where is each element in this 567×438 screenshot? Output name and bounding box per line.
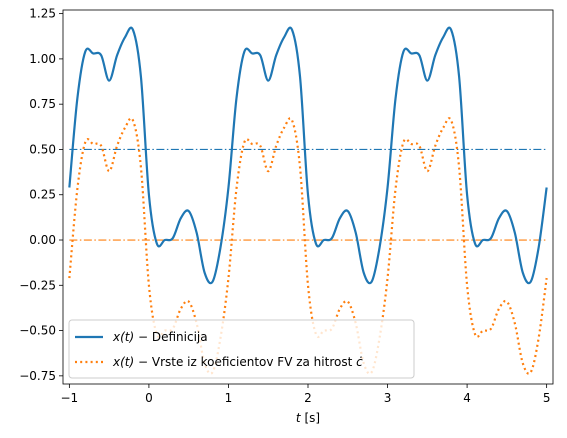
y-axis-ticks: −0.75 −0.50 −0.25 0.00 0.25 0.50 0.75 1.00 1.25 <box>19 7 63 383</box>
x-axis-label-unit: [s] <box>301 411 320 425</box>
y-tick-label: −0.75 <box>19 369 56 383</box>
y-tick-label: 1.00 <box>29 52 56 66</box>
legend: x(t) − Definicija x(t) − Vrste iz koefic… <box>68 319 415 379</box>
x-tick-label: −1 <box>61 391 79 405</box>
x-axis-label-var: t <box>296 411 302 425</box>
legend-label-fourier-text: − Vrste iz koeficientov FV za hitrost <box>134 355 356 369</box>
series-line-1 <box>68 117 548 375</box>
x-axis-ticks: −1 0 1 2 3 4 5 <box>61 384 551 405</box>
legend-label-fourier-var: x(t) <box>112 355 134 369</box>
legend-label-definition: x(t) − Definicija <box>112 330 208 344</box>
x-axis-label: t [s] <box>296 411 320 425</box>
y-tick-label: −0.50 <box>19 324 56 338</box>
series-line-0 <box>68 26 548 285</box>
x-tick-label: 4 <box>463 391 471 405</box>
legend-label-fourier-symbol: ċ <box>356 355 363 369</box>
legend-label-definition-text: − Definicija <box>134 330 207 344</box>
data-lines <box>68 26 548 375</box>
x-tick-label: 0 <box>145 391 153 405</box>
y-tick-label: −0.25 <box>19 278 56 292</box>
x-tick-label: 2 <box>304 391 312 405</box>
legend-label-fourier: x(t) − Vrste iz koeficientov FV za hitro… <box>112 355 363 369</box>
legend-box <box>68 319 415 379</box>
x-tick-label: 3 <box>384 391 392 405</box>
y-tick-label: 0.00 <box>29 233 56 247</box>
y-tick-label: 0.75 <box>29 97 56 111</box>
y-tick-label: 0.50 <box>29 142 56 156</box>
y-tick-label: 1.25 <box>29 7 56 21</box>
x-tick-label: 5 <box>543 391 551 405</box>
y-tick-label: 0.25 <box>29 188 56 202</box>
legend-label-definition-var: x(t) <box>112 330 134 344</box>
x-tick-label: 1 <box>225 391 233 405</box>
